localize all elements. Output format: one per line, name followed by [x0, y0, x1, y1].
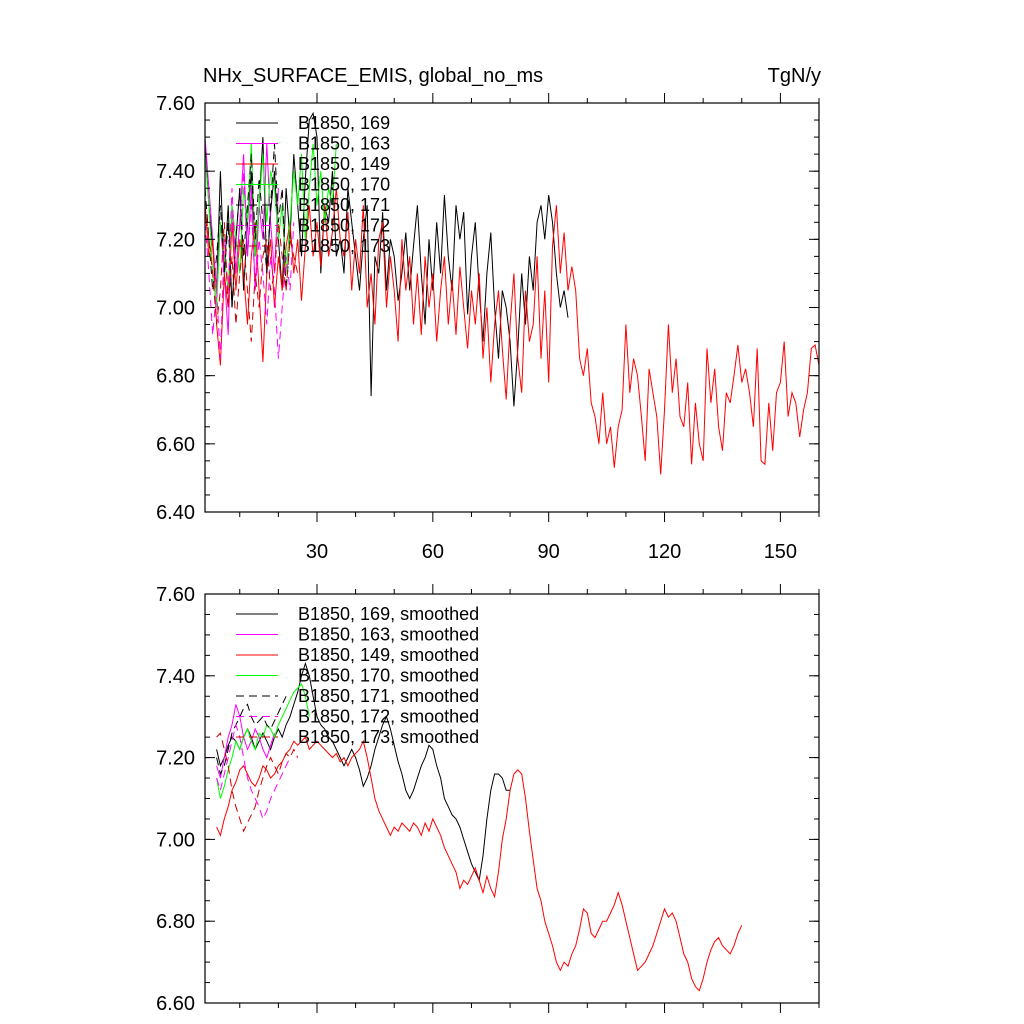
y-tick-label: 6.40: [156, 502, 195, 524]
legend-label: B1850, 149: [298, 154, 390, 174]
legend-label: B1850, 171: [298, 195, 390, 215]
series-line: [205, 111, 569, 407]
legend-label: B1850, 169: [298, 113, 390, 133]
legend-label: B1850, 163: [298, 134, 390, 154]
series-layer: [216, 661, 743, 992]
legend-label: B1850, 170: [298, 175, 390, 195]
y-tick-label: 7.00: [156, 829, 195, 851]
series-line: [205, 205, 299, 342]
legend-label: B1850, 173: [298, 236, 390, 256]
y-tick-label: 7.40: [156, 666, 195, 688]
y-tick-label: 7.20: [156, 229, 195, 251]
series-line: [205, 137, 279, 335]
y-tick-label: 6.80: [156, 366, 195, 388]
legend-label: B1850, 172: [298, 216, 390, 236]
y-tick-label: 6.60: [156, 434, 195, 456]
y-tick-label: 7.40: [156, 161, 195, 183]
legend-label: B1850, 173, smoothed: [298, 727, 479, 747]
plot-frame: [204, 102, 820, 513]
legend-label: B1850, 169, smoothed: [298, 604, 479, 624]
x-tick-label: 90: [538, 541, 560, 563]
x-tick-label: 120: [648, 541, 681, 563]
y-tick-label: 7.60: [156, 584, 195, 606]
tick-layer: 6.40 6.60 6.80 7.00 7.20 7.40 7.60 30 60 90 120 150: [156, 93, 820, 563]
plot-frame: [204, 593, 820, 1004]
tick-layer: 6.60 6.80 7.00 7.20 7.40 7.60: [156, 584, 820, 1015]
series-line: [216, 704, 275, 779]
bottom-panel: 6.60 6.80 7.00 7.20 7.40 7.60 B1850, 169, smo…: [156, 584, 820, 1015]
x-tick-label: 60: [422, 541, 444, 563]
series-line: [216, 736, 743, 992]
units-label: TgN/y: [768, 65, 821, 87]
legend-label: B1850, 171, smoothed: [298, 686, 479, 706]
series-line: [205, 143, 291, 308]
series-line: [205, 171, 295, 359]
legend-label: B1850, 170, smoothed: [298, 666, 479, 686]
panel-title: NHx_SURFACE_EMIS, global_no_ms: [203, 65, 543, 87]
legend-label: B1850, 163, smoothed: [298, 625, 479, 645]
series-layer: [205, 111, 819, 475]
legend-label: B1850, 172, smoothed: [298, 707, 479, 727]
y-tick-label: 6.80: [156, 911, 195, 933]
y-tick-label: 7.60: [156, 93, 195, 115]
series-line: [216, 661, 511, 882]
series-line: [205, 188, 819, 475]
x-tick-label: 30: [306, 541, 328, 563]
x-tick-label: 150: [764, 541, 797, 563]
y-tick-label: 7.00: [156, 298, 195, 320]
legend-label: B1850, 149, smoothed: [298, 645, 479, 665]
y-tick-label: 7.20: [156, 748, 195, 770]
top-panel: NHx_SURFACE_EMIS, global_no_ms TgN/y 6.4…: [156, 65, 821, 563]
y-tick-label: 6.60: [156, 993, 195, 1015]
